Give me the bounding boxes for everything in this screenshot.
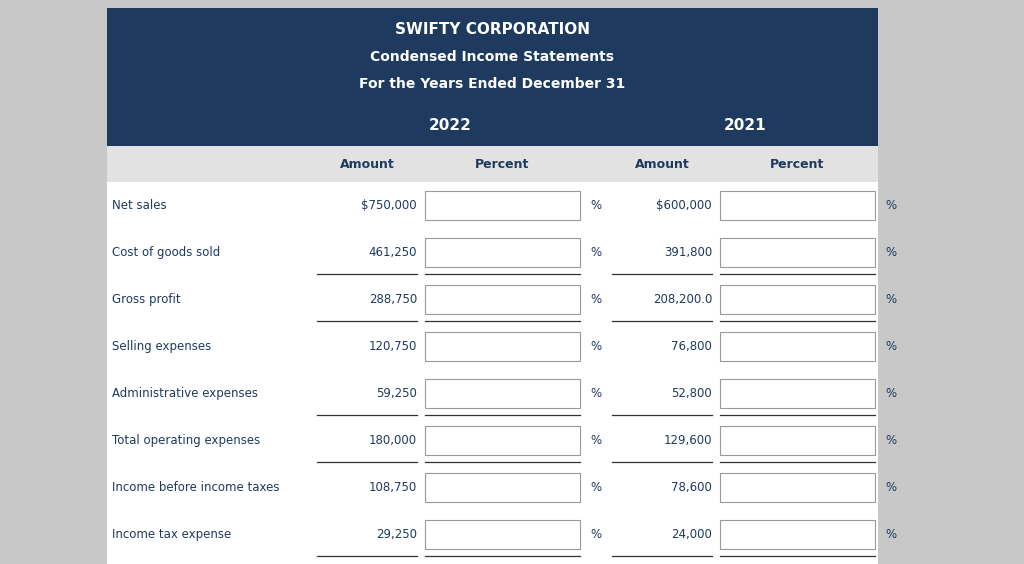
Text: 76,800: 76,800: [671, 340, 712, 353]
Text: Percent: Percent: [770, 157, 824, 170]
Text: 2021: 2021: [724, 118, 766, 134]
Text: %: %: [590, 293, 601, 306]
Bar: [425, 521, 580, 549]
Bar: [106, 8, 878, 106]
Text: Amount: Amount: [340, 157, 394, 170]
Bar: [425, 239, 580, 267]
Text: $600,000: $600,000: [656, 199, 712, 212]
Text: %: %: [885, 481, 896, 494]
Text: Income tax expense: Income tax expense: [112, 528, 231, 541]
Bar: [425, 191, 580, 219]
Text: Amount: Amount: [635, 157, 689, 170]
Text: %: %: [590, 340, 601, 353]
Text: %: %: [590, 246, 601, 259]
Bar: [425, 285, 580, 314]
Text: %: %: [885, 293, 896, 306]
Bar: [425, 380, 580, 408]
Bar: [720, 191, 874, 219]
Bar: [720, 332, 874, 360]
Text: $750,000: $750,000: [361, 199, 417, 212]
Bar: [106, 146, 878, 182]
Text: 59,250: 59,250: [376, 387, 417, 400]
Bar: [106, 106, 878, 146]
Text: 120,750: 120,750: [369, 340, 417, 353]
Text: %: %: [885, 434, 896, 447]
Text: 461,250: 461,250: [369, 246, 417, 259]
Text: 288,750: 288,750: [369, 293, 417, 306]
Text: %: %: [885, 340, 896, 353]
Text: SWIFTY CORPORATION: SWIFTY CORPORATION: [395, 22, 590, 37]
Text: Income before income taxes: Income before income taxes: [112, 481, 280, 494]
Text: %: %: [885, 199, 896, 212]
Bar: [720, 285, 874, 314]
Text: Selling expenses: Selling expenses: [112, 340, 211, 353]
Text: %: %: [590, 387, 601, 400]
Text: 129,600: 129,600: [664, 434, 712, 447]
Text: 208,200.0: 208,200.0: [652, 293, 712, 306]
Bar: [425, 332, 580, 360]
Text: 180,000: 180,000: [369, 434, 417, 447]
Text: Administrative expenses: Administrative expenses: [112, 387, 258, 400]
Text: Total operating expenses: Total operating expenses: [112, 434, 260, 447]
Text: Net sales: Net sales: [112, 199, 167, 212]
Bar: [720, 239, 874, 267]
Bar: [720, 521, 874, 549]
Text: %: %: [885, 246, 896, 259]
Text: Percent: Percent: [475, 157, 529, 170]
Text: 29,250: 29,250: [376, 528, 417, 541]
Text: %: %: [885, 528, 896, 541]
Text: Cost of goods sold: Cost of goods sold: [112, 246, 220, 259]
Text: 391,800: 391,800: [664, 246, 712, 259]
Text: %: %: [590, 199, 601, 212]
Bar: [720, 426, 874, 455]
Text: %: %: [590, 481, 601, 494]
Text: For the Years Ended December 31: For the Years Ended December 31: [359, 77, 626, 91]
Text: 78,600: 78,600: [671, 481, 712, 494]
Text: Gross profit: Gross profit: [112, 293, 180, 306]
Text: 52,800: 52,800: [672, 387, 712, 400]
Text: %: %: [885, 387, 896, 400]
Bar: [425, 426, 580, 455]
Bar: [425, 473, 580, 501]
Bar: [106, 182, 878, 564]
Text: 108,750: 108,750: [369, 481, 417, 494]
Text: Condensed Income Statements: Condensed Income Statements: [371, 50, 614, 64]
Bar: [720, 473, 874, 501]
Bar: [720, 380, 874, 408]
Text: 2022: 2022: [429, 118, 472, 134]
Text: %: %: [590, 434, 601, 447]
Text: %: %: [590, 528, 601, 541]
Text: 24,000: 24,000: [671, 528, 712, 541]
